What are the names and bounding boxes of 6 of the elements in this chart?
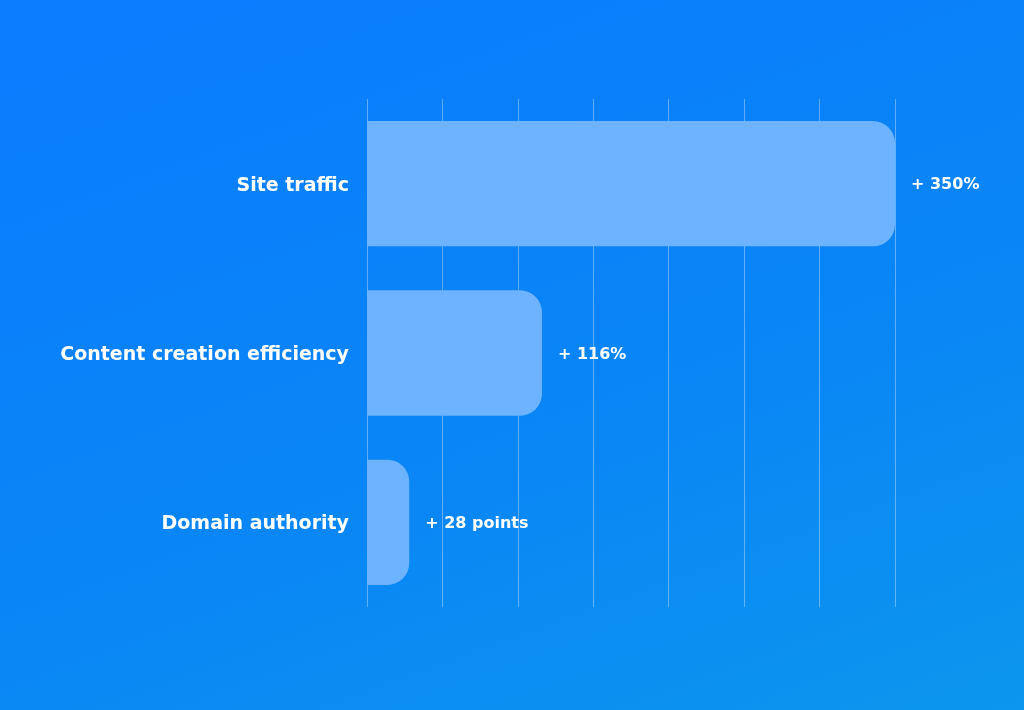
data-label: + 28 points — [425, 512, 529, 532]
y-tick-label: Content creation efficiency — [60, 342, 350, 364]
data-label: + 116% — [557, 343, 627, 363]
y-tick-label: Site traffic — [236, 172, 349, 195]
data-label: + 350% — [911, 174, 980, 194]
y-tick-label: Domain authority — [161, 511, 350, 534]
